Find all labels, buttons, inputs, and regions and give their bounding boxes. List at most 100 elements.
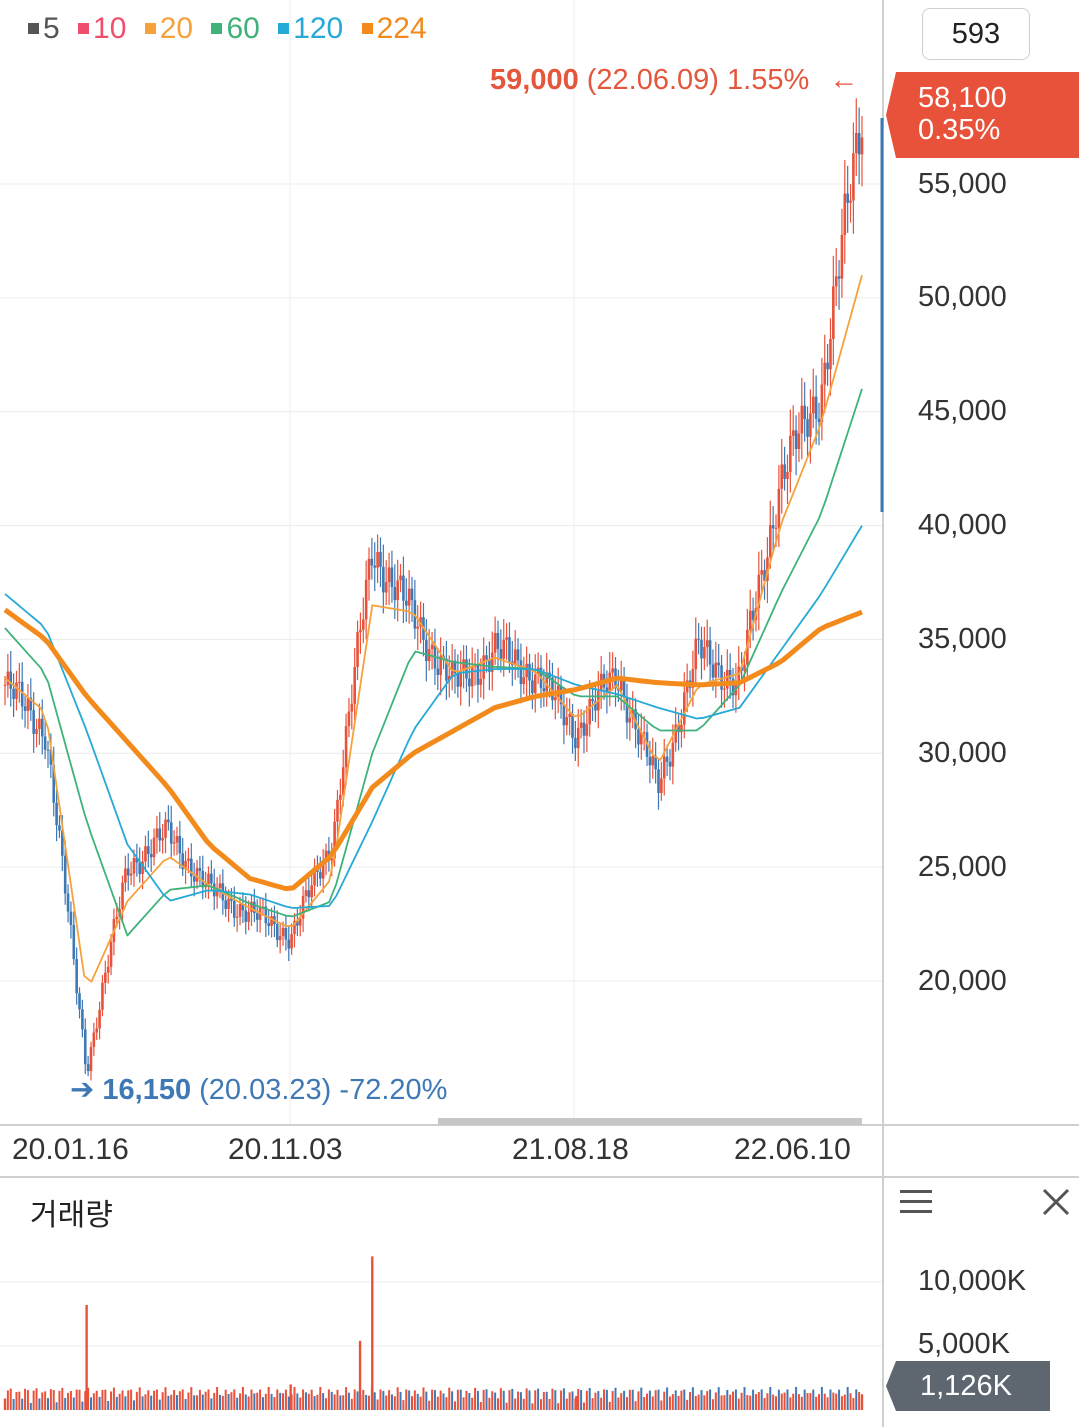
legend-item-ma60[interactable]: 60 — [211, 12, 260, 45]
price-candle — [344, 726, 348, 768]
price-candle — [849, 200, 852, 203]
count-box[interactable]: 593 — [922, 8, 1030, 60]
candle-layer — [3, 98, 864, 1081]
high-price: 59,000 — [490, 64, 579, 96]
legend-item-ma224[interactable]: 224 — [361, 12, 427, 45]
price-candle — [436, 668, 440, 675]
price-candle — [367, 558, 371, 580]
legend-item-ma10[interactable]: 10 — [78, 12, 126, 45]
price-candle — [224, 900, 227, 909]
price-candle — [783, 464, 786, 479]
price-candle — [307, 890, 311, 898]
price-candle — [298, 918, 302, 926]
price-candle — [834, 276, 838, 287]
legend-item-ma20[interactable]: 20 — [144, 12, 194, 45]
price-candle — [124, 868, 127, 883]
price-candle — [840, 234, 844, 279]
price-candle — [75, 959, 78, 994]
price-candle — [425, 639, 428, 661]
price-candle — [682, 692, 686, 725]
price-candle — [430, 644, 434, 650]
price-candle — [470, 666, 474, 687]
legend-label: 20 — [159, 12, 194, 45]
price-candle — [837, 276, 841, 279]
menu-icon[interactable] — [900, 1190, 932, 1216]
price-candle — [393, 586, 397, 601]
grid-layer — [0, 0, 883, 1347]
price-candle — [104, 972, 107, 983]
price-candle — [347, 711, 351, 727]
price-candle — [190, 858, 193, 877]
left-arrow-icon: ← — [829, 64, 859, 96]
close-icon[interactable] — [1040, 1186, 1072, 1218]
price-candle — [83, 1029, 87, 1065]
price-candle — [29, 697, 33, 711]
price-candle — [811, 396, 815, 414]
price-candle — [579, 722, 583, 728]
price-candle — [9, 671, 13, 689]
price-candle — [640, 732, 643, 745]
legend-swatch — [144, 23, 156, 34]
price-candle — [854, 133, 858, 154]
price-candle — [674, 724, 677, 743]
price-candle — [445, 658, 448, 681]
price-candle — [651, 756, 655, 766]
price-candle — [158, 828, 162, 841]
price-candle — [244, 910, 248, 922]
price-candle — [642, 732, 646, 734]
price-candle — [387, 567, 391, 583]
price-candle — [516, 649, 520, 661]
price-candle — [725, 669, 729, 689]
price-candle — [253, 901, 256, 914]
legend-item-ma5[interactable]: 5 — [28, 12, 60, 45]
legend-swatch — [278, 23, 290, 34]
legend-label: 10 — [93, 12, 127, 45]
low-price: 16,150 — [102, 1074, 192, 1106]
price-candle — [768, 525, 772, 558]
price-candle — [505, 637, 508, 640]
price-candle — [232, 900, 236, 918]
price-candle — [462, 659, 465, 671]
legend-swatch — [211, 23, 223, 34]
legend-item-ma120[interactable]: 120 — [278, 12, 343, 45]
price-candle — [748, 610, 752, 630]
price-candle — [89, 1047, 93, 1072]
legend-swatch — [78, 23, 90, 34]
price-candle — [508, 637, 511, 662]
price-candle — [809, 413, 812, 437]
price-candle — [826, 362, 829, 370]
price-candle — [760, 570, 763, 575]
price-candle — [384, 582, 388, 593]
price-candle — [588, 698, 592, 725]
price-candle — [608, 672, 612, 694]
price-candle — [247, 911, 250, 922]
price-candle — [490, 652, 494, 672]
price-candle — [270, 916, 273, 926]
price-candle — [499, 649, 503, 659]
price-candle — [169, 822, 173, 844]
price-candle — [565, 716, 569, 726]
legend-label: 60 — [226, 12, 260, 45]
price-candle — [339, 794, 342, 800]
high-change: 1.55% — [727, 64, 810, 96]
price-candle — [832, 286, 835, 340]
price-candle — [181, 853, 185, 870]
price-candle — [207, 873, 210, 885]
price-candle — [293, 920, 296, 935]
price-candle — [751, 610, 755, 620]
price-candle — [149, 853, 153, 858]
price-candle — [410, 588, 414, 601]
price-candle — [777, 488, 781, 528]
price-candle — [459, 670, 463, 687]
price-candle — [786, 472, 789, 479]
price-candle — [789, 435, 792, 473]
price-candle — [619, 680, 623, 691]
price-candle — [657, 769, 660, 793]
price-candle — [141, 861, 144, 874]
price-candle — [310, 885, 313, 898]
price-candle — [18, 681, 21, 683]
price-candle — [364, 579, 368, 620]
price-candle — [574, 737, 577, 749]
